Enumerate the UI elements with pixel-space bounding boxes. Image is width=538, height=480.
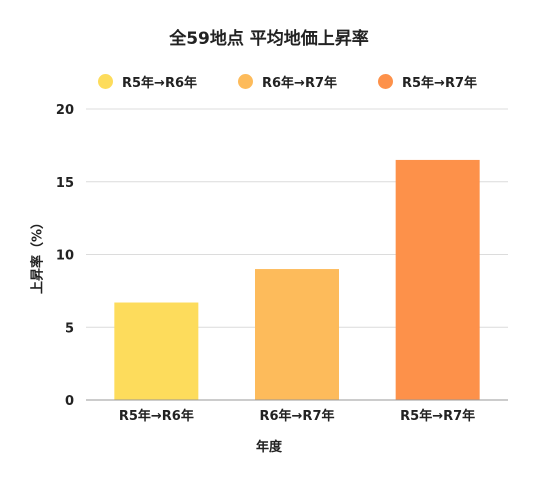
legend-item-r5-r6[interactable]: R5年→R6年 [98, 70, 197, 92]
legend-item-r6-r7[interactable]: R6年→R7年 [238, 70, 337, 92]
y-tick-15: 15 [56, 176, 74, 191]
chart-title: 全59地点 平均地価上昇率 [169, 29, 369, 49]
x-category-labels: R5年→R6年 R6年→R7年 R5年→R7年 [119, 408, 475, 424]
legend: R5年→R6年 R6年→R7年 R5年→R7年 [0, 70, 538, 92]
legend-label-r5-r6: R5年→R6年 [122, 75, 198, 91]
bar-1[interactable] [114, 302, 199, 400]
x-category-2: R6年→R7年 [259, 408, 334, 424]
legend-swatch-r5-r7 [378, 73, 393, 89]
legend-label-r6-r7: R6年→R7年 [262, 75, 338, 91]
y-tick-10: 10 [56, 249, 74, 264]
y-axis-label: 上昇率（%） [30, 215, 46, 295]
x-axis-label: 年度 [255, 440, 282, 455]
legend-swatch-r5-r6 [98, 73, 113, 89]
y-tick-0: 0 [65, 394, 74, 409]
legend-item-r5-r7[interactable]: R5年→R7年 [378, 70, 477, 92]
x-category-1: R5年→R6年 [119, 408, 194, 424]
legend-label-r5-r7: R5年→R7年 [402, 75, 478, 91]
bars [114, 159, 480, 400]
y-tick-labels: 0 5 10 15 20 [56, 103, 74, 409]
legend-swatch-r6-r7 [238, 73, 253, 89]
y-tick-20: 20 [56, 103, 74, 118]
bar-2[interactable] [255, 269, 339, 400]
y-tick-5: 5 [65, 321, 74, 336]
x-category-3: R5年→R7年 [400, 408, 475, 424]
bar-3[interactable] [395, 159, 480, 400]
